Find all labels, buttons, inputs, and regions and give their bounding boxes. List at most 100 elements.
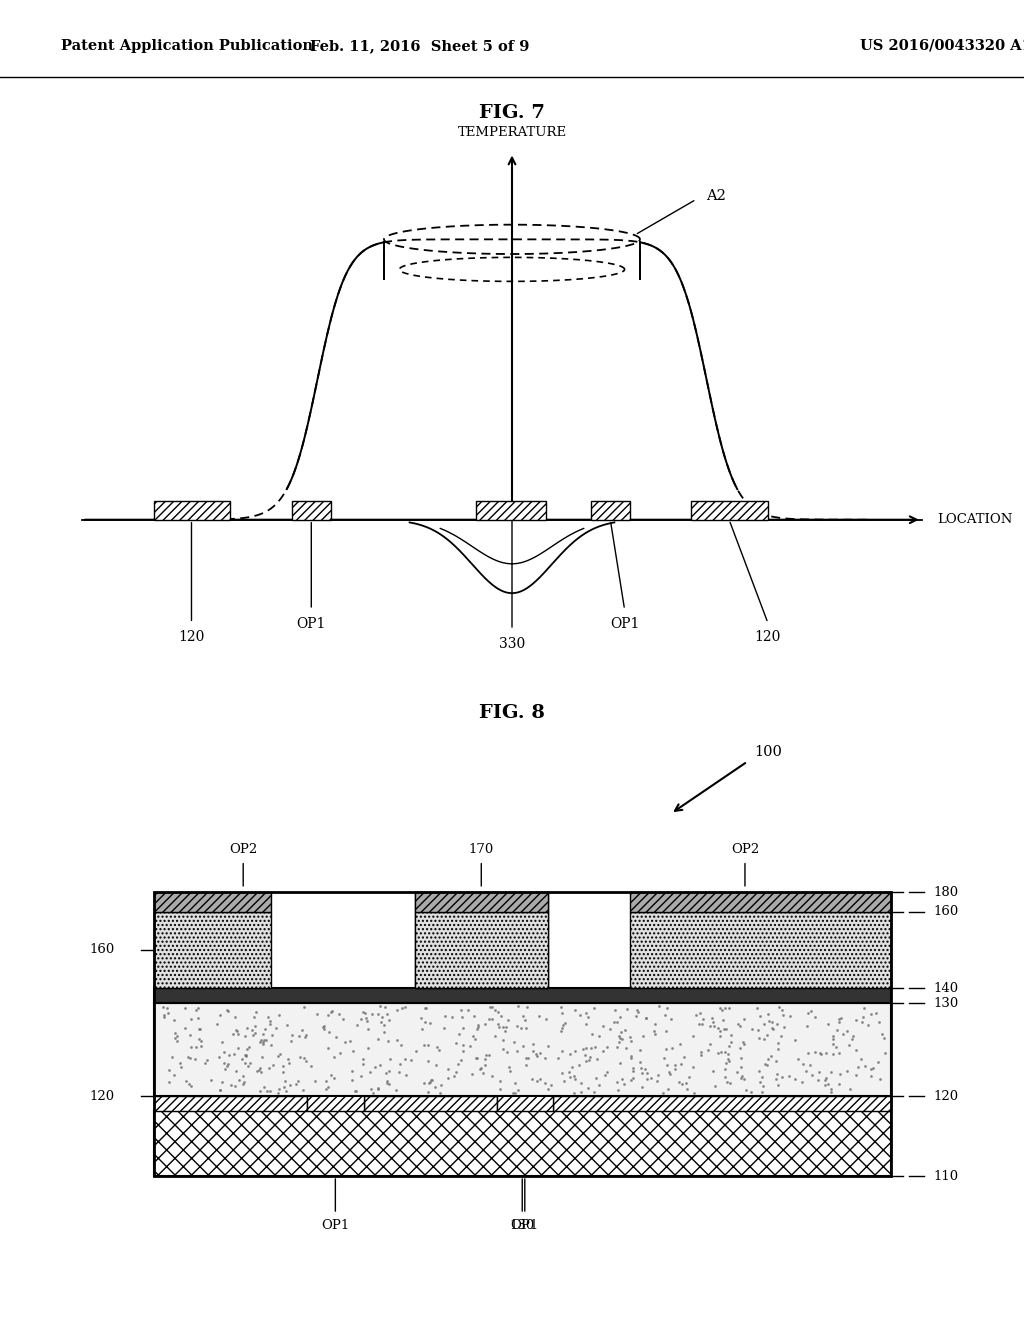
Point: [181, 1073, 198, 1094]
Point: [613, 1028, 630, 1049]
Point: [853, 1048, 869, 1069]
Point: [470, 1016, 486, 1038]
Point: [755, 1076, 771, 1097]
Point: [476, 1055, 493, 1076]
Point: [517, 1018, 534, 1039]
Point: [601, 1019, 617, 1040]
Point: [352, 1008, 369, 1030]
Point: [868, 1003, 885, 1024]
Point: [645, 1020, 662, 1041]
Point: [224, 1023, 241, 1044]
Point: [761, 1010, 777, 1031]
Text: 120: 120: [178, 630, 205, 644]
Point: [190, 1028, 207, 1049]
Point: [825, 1034, 842, 1055]
Point: [561, 1061, 578, 1082]
Bar: [415, 912, 548, 989]
Point: [219, 1053, 236, 1074]
Text: FIG. 7: FIG. 7: [479, 103, 545, 121]
Point: [451, 1023, 467, 1044]
Point: [370, 1028, 386, 1049]
Point: [674, 1073, 690, 1094]
Point: [540, 1035, 556, 1056]
Point: [767, 1068, 783, 1089]
Point: [659, 1055, 676, 1076]
Point: [331, 1003, 347, 1024]
Point: [470, 1015, 486, 1036]
Point: [690, 1014, 707, 1035]
Point: [229, 1023, 246, 1044]
Point: [839, 1020, 855, 1041]
Point: [598, 1036, 614, 1057]
Point: [472, 1059, 488, 1080]
Point: [357, 1007, 374, 1028]
Point: [262, 1080, 279, 1101]
Point: [276, 1077, 293, 1098]
Point: [484, 1008, 501, 1030]
Point: [839, 1060, 855, 1081]
Point: [455, 1040, 471, 1061]
Point: [436, 1006, 453, 1027]
Bar: [364, 1097, 497, 1111]
Point: [252, 1031, 268, 1052]
Point: [550, 1047, 566, 1068]
Point: [770, 1039, 786, 1060]
Point: [309, 1003, 326, 1024]
Point: [872, 1068, 889, 1089]
Point: [466, 1005, 482, 1026]
Point: [795, 1053, 811, 1074]
Point: [189, 998, 206, 1019]
Point: [373, 1012, 389, 1034]
Point: [424, 1069, 440, 1090]
Point: [440, 1068, 457, 1089]
Point: [692, 1044, 709, 1065]
Point: [317, 1071, 334, 1092]
Point: [749, 997, 765, 1018]
Bar: [553, 1097, 891, 1111]
Point: [630, 1002, 646, 1023]
Point: [501, 1056, 517, 1077]
Point: [280, 1048, 296, 1069]
Text: OP1: OP1: [610, 616, 639, 631]
Point: [225, 1043, 242, 1064]
Point: [447, 1032, 464, 1053]
Point: [735, 1034, 752, 1055]
Point: [370, 1078, 386, 1100]
Point: [623, 1069, 639, 1090]
Point: [417, 1011, 433, 1032]
Point: [420, 1051, 436, 1072]
Point: [570, 1055, 587, 1076]
Point: [220, 1001, 237, 1022]
Point: [238, 1044, 254, 1065]
Point: [712, 997, 728, 1018]
Point: [193, 1019, 209, 1040]
Point: [566, 1065, 583, 1086]
Point: [324, 1001, 340, 1022]
Point: [197, 1052, 213, 1073]
Point: [583, 1047, 599, 1068]
Point: [664, 1038, 680, 1059]
Point: [632, 1051, 648, 1072]
Point: [417, 998, 433, 1019]
Point: [446, 1065, 463, 1086]
Point: [344, 1061, 360, 1082]
Point: [667, 1055, 683, 1076]
Point: [733, 1067, 750, 1088]
Point: [554, 1063, 570, 1084]
Point: [278, 1081, 294, 1102]
Point: [317, 1078, 334, 1100]
Point: [735, 1069, 752, 1090]
Point: [358, 1010, 375, 1031]
Point: [537, 1047, 553, 1068]
Point: [468, 1047, 484, 1068]
Point: [827, 1036, 844, 1057]
Point: [478, 1044, 495, 1065]
Point: [381, 1073, 397, 1094]
Point: [742, 1081, 759, 1102]
Point: [296, 1048, 312, 1069]
Point: [454, 1049, 470, 1071]
Point: [460, 999, 476, 1020]
Text: OP2: OP2: [229, 843, 257, 857]
Point: [182, 1076, 199, 1097]
Point: [625, 1057, 641, 1078]
